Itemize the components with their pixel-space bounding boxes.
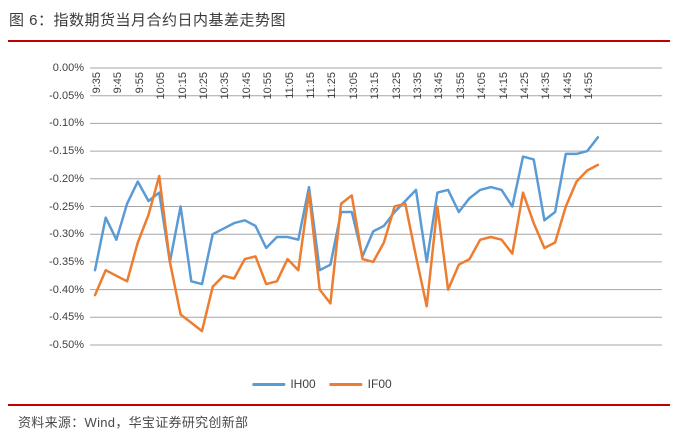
chart-legend: IH00 IF00	[252, 376, 392, 392]
legend-item-ih00: IH00	[252, 376, 316, 392]
x-axis-tick-label: 13:45	[433, 72, 446, 100]
x-axis-tick-label: 10:15	[176, 72, 189, 100]
x-axis-tick-label: 13:25	[390, 72, 403, 100]
y-axis-tick-label: -0.35%	[49, 255, 84, 268]
y-axis-tick-label: -0.45%	[49, 311, 84, 324]
x-axis-tick-label: 10:45	[240, 72, 253, 100]
title-divider-red-rule	[8, 40, 670, 42]
x-axis-tick-label: 10:25	[198, 72, 210, 100]
x-axis-tick-label: 11:25	[326, 72, 339, 99]
footer-divider-red-rule	[8, 404, 670, 406]
y-axis-tick-label: -0.30%	[49, 228, 84, 241]
x-axis-tick-label: 14:55	[583, 72, 596, 100]
source-note: 资料来源：Wind，华宝证券研究创新部	[18, 415, 249, 430]
basis-trend-line-chart: 0.00% -0.05% -0.10% -0.15% -0.20% -0.25% -0.30…	[0, 46, 678, 398]
x-axis-tick-label: 13:05	[347, 72, 360, 100]
x-axis-tick-label: 9:55	[133, 72, 146, 94]
x-axis-tick-label: 14:15	[497, 72, 510, 100]
y-axis-tick-label: 0.00%	[52, 62, 84, 74]
legend-label: IH00	[290, 377, 316, 391]
y-axis-tick-label: -0.05%	[49, 89, 84, 102]
legend-line-swatch	[252, 382, 286, 386]
x-axis-tick-label: 13:35	[412, 72, 424, 100]
y-axis-tick-label: -0.50%	[49, 339, 84, 351]
x-axis-tick-label: 11:05	[283, 72, 296, 99]
x-axis-tick-label: 14:35	[540, 72, 553, 100]
y-axis-tick-label: -0.15%	[49, 145, 84, 158]
x-axis-tick-label: 13:55	[454, 72, 467, 100]
x-axis-tick-label: 9:35	[91, 72, 103, 94]
series-line-ih00	[93, 136, 600, 286]
x-axis-tick-label: 10:05	[155, 72, 168, 100]
y-axis-tick-label: -0.20%	[49, 172, 84, 185]
y-axis-tick-label: -0.10%	[49, 117, 84, 130]
legend-label: IF00	[367, 377, 392, 391]
series-line-if00	[93, 163, 600, 333]
legend-item-if00: IF00	[329, 376, 392, 392]
x-axis-tick-label: 10:35	[219, 72, 232, 100]
x-axis-tick-label: 11:15	[305, 72, 317, 99]
figure-title: 图 6：指数期货当月合约日内基差走势图	[9, 12, 287, 29]
y-axis-tick-label: -0.25%	[49, 200, 84, 213]
x-axis-tick-label: 9:45	[112, 72, 125, 94]
x-axis-tick-label: 10:55	[262, 72, 275, 100]
x-axis-tick-label: 14:25	[519, 72, 531, 100]
chart-canvas	[90, 67, 662, 346]
x-axis-tick-label: 13:15	[369, 72, 382, 100]
legend-line-swatch	[329, 382, 363, 386]
y-axis-tick-label: -0.40%	[49, 283, 84, 296]
x-axis-tick-label: 14:45	[561, 72, 574, 100]
x-axis-tick-label: 14:05	[476, 72, 489, 100]
